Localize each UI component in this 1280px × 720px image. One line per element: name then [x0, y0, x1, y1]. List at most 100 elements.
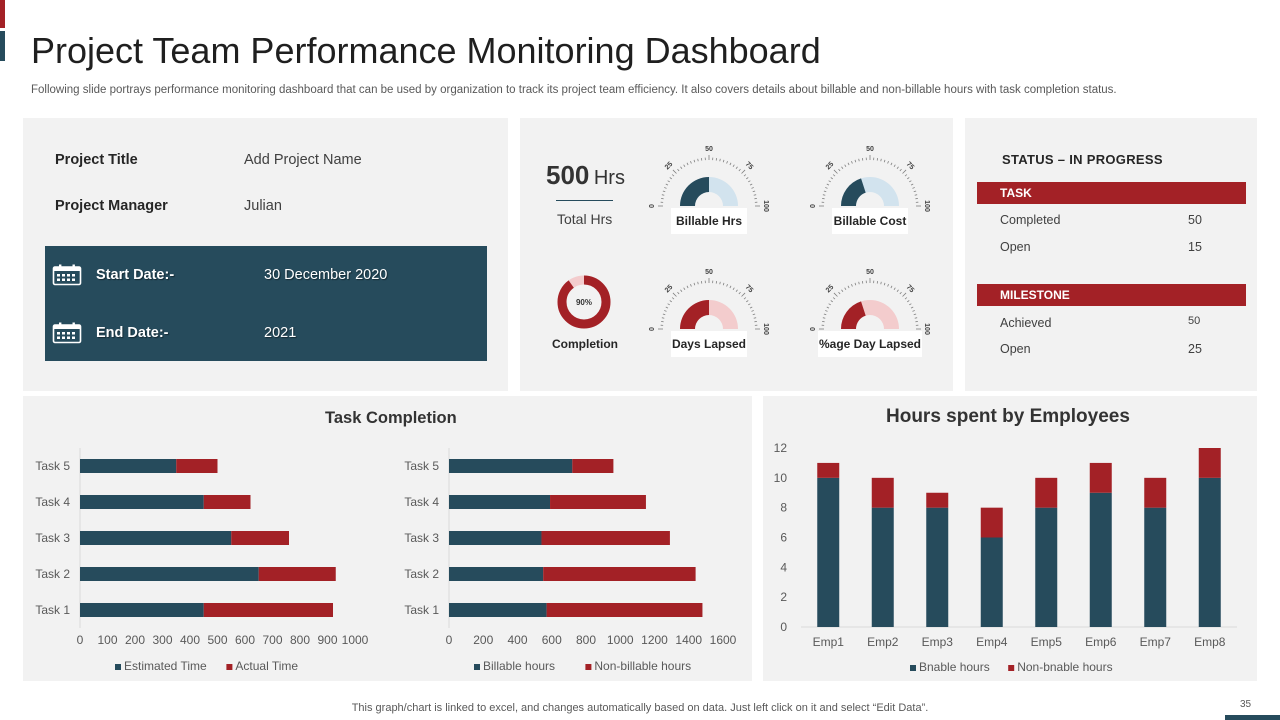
- gauge-tick-mark: [887, 284, 889, 287]
- gauge-label: %age Day Lapsed: [818, 331, 922, 357]
- gauge-tick-mark: [893, 164, 896, 167]
- gauge-tick-mark: [669, 177, 673, 180]
- gauge-tick-mark: [719, 281, 721, 285]
- gauge-tick-label: 100: [923, 323, 930, 335]
- category-label: Task 5: [35, 459, 70, 473]
- status-heading: STATUS – IN PROGRESS: [1002, 152, 1163, 167]
- corner-accent-teal: [0, 31, 5, 61]
- category-label: Emp2: [867, 635, 899, 649]
- gauge-tick-mark: [662, 313, 666, 316]
- x-tick-label: 300: [152, 633, 172, 647]
- gauge-tick-mark: [858, 158, 860, 162]
- gauges: 0 25 50 75 100 0 25 50 75 100 0 25 50 75 100 0 25 50 75 100: [649, 146, 930, 335]
- bar-segment: [980, 507, 1003, 538]
- gauge-tick-mark: [890, 162, 893, 166]
- gauge-tick-mark: [664, 310, 667, 312]
- gauge-tick-mark: [909, 303, 912, 306]
- y-tick-label: 0: [780, 620, 787, 634]
- hours-panel: [763, 396, 1257, 681]
- gauge-tick-mark: [669, 300, 673, 303]
- status-row-value: 50: [1188, 213, 1202, 227]
- category-label: Task 4: [404, 495, 439, 509]
- gauge-tick-mark: [844, 287, 847, 290]
- project-title-value: Add Project Name: [244, 152, 362, 168]
- x-tick-label: 1600: [710, 633, 737, 647]
- gauge-tick-mark: [912, 187, 915, 189]
- gauge-tick-mark: [914, 194, 918, 196]
- bar-segment: [258, 567, 336, 581]
- gauge-tick-mark: [671, 174, 675, 177]
- bar-segment: [231, 531, 289, 545]
- x-tick-label: 600: [542, 633, 562, 647]
- bar-segment: [80, 531, 232, 545]
- gauge-tick-mark: [902, 169, 907, 174]
- gauge-tick-mark: [683, 287, 686, 290]
- category-label: Emp3: [922, 635, 954, 649]
- x-tick-label: 800: [576, 633, 596, 647]
- x-tick-label: 0: [446, 633, 453, 647]
- project-title-label: Project Title: [55, 152, 138, 168]
- y-tick-label: 6: [780, 531, 787, 545]
- gauge-tick-mark: [851, 161, 853, 164]
- category-label: Emp5: [1031, 635, 1063, 649]
- start-date-value: 30 December 2020: [264, 267, 388, 283]
- gauge-tick-mark: [841, 289, 844, 293]
- x-tick-label: 600: [235, 633, 255, 647]
- legend-label: Non-billable hours: [594, 659, 691, 673]
- gauge-tick-mark: [690, 161, 692, 164]
- gauge-tick-mark: [671, 297, 675, 300]
- gauge-tick-mark: [847, 162, 850, 166]
- category-label: Emp4: [976, 635, 1008, 649]
- gauge-tick-mark: [665, 306, 669, 309]
- bar-segment: [80, 567, 259, 581]
- status-row-label: Open: [1000, 342, 1031, 356]
- bar-segment: [926, 507, 949, 627]
- bar-segment: [203, 495, 251, 509]
- gauge-tick-mark: [893, 287, 896, 290]
- project-manager-value: Julian: [244, 198, 282, 214]
- page-number-bar: [1225, 715, 1280, 720]
- x-tick-label: 1000: [342, 633, 369, 647]
- x-tick-label: 900: [317, 633, 337, 647]
- page-title: Project Team Performance Monitoring Dash…: [31, 30, 821, 71]
- page-number: 35: [1240, 699, 1252, 710]
- gauge-tick-mark: [854, 159, 857, 163]
- status-row-value: 50: [1188, 315, 1201, 327]
- y-tick-label: 2: [780, 590, 787, 604]
- gauge-tick-mark: [661, 194, 665, 196]
- gauge-tick-mark: [896, 166, 899, 170]
- gauge-tick-mark: [828, 180, 831, 183]
- legend-label: Estimated Time: [124, 659, 207, 673]
- bar-segment: [449, 459, 573, 473]
- bar-segment: [926, 492, 949, 508]
- gauge-tick-mark: [738, 168, 741, 172]
- gauge-tick-mark: [677, 291, 680, 295]
- bar-segment: [1198, 477, 1221, 627]
- gauge-tick-mark: [880, 158, 882, 162]
- gauge-label: Days Lapsed: [671, 331, 747, 357]
- footer-note: This graph/chart is linked to excel, and…: [351, 702, 929, 714]
- gauge-tick-mark: [743, 297, 747, 300]
- bar-segment: [871, 477, 894, 508]
- completion-donut: 90%: [557, 275, 611, 329]
- total-hours-value: 500 Hrs: [546, 160, 625, 191]
- status-row-label: Achieved: [1000, 316, 1052, 330]
- gauge-tick-mark: [904, 174, 908, 177]
- x-tick-label: 800: [290, 633, 310, 647]
- gauge-tick-mark: [902, 292, 907, 297]
- gauge-tick-mark: [912, 310, 915, 312]
- status-row-label: Completed: [1000, 213, 1061, 227]
- gauge-tick-label: 0: [810, 204, 817, 208]
- gauge-tick-mark: [828, 303, 831, 306]
- gauge-tick-mark: [822, 194, 826, 196]
- bar-segment: [1144, 477, 1167, 508]
- bar-segment: [817, 462, 840, 478]
- gauge-tick-mark: [735, 166, 738, 170]
- calendar-icon: [52, 264, 82, 286]
- bar-segment: [572, 459, 614, 473]
- gauge-tick-mark: [838, 168, 841, 172]
- gauge-tick-mark: [896, 289, 899, 293]
- category-label: Emp8: [1194, 635, 1226, 649]
- gauge-tick-mark: [745, 300, 749, 303]
- gauge-tick-mark: [823, 190, 827, 193]
